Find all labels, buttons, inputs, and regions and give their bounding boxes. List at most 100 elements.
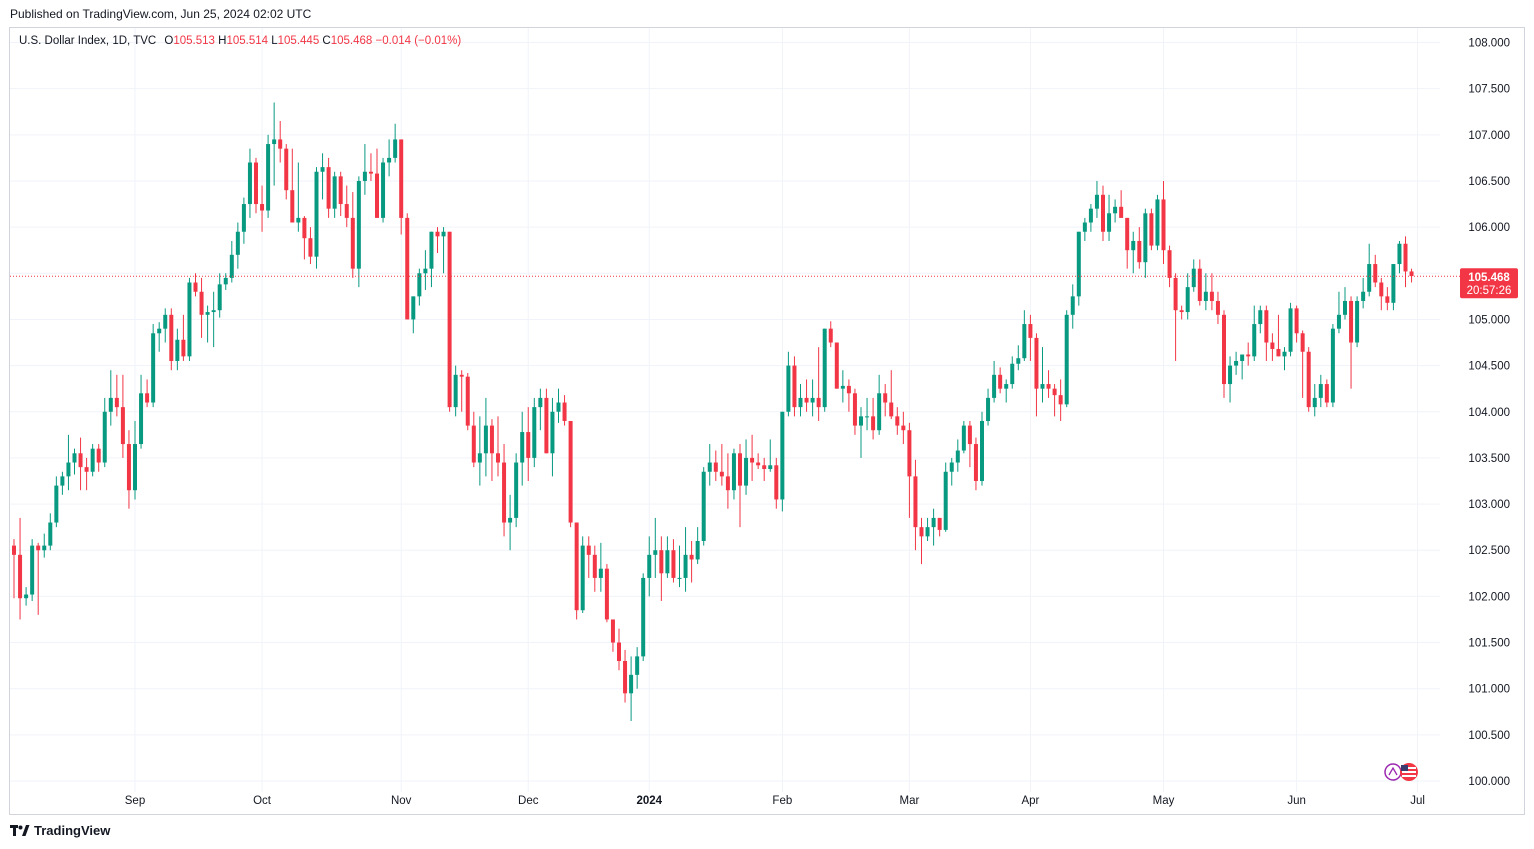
candle-body <box>24 594 29 599</box>
candle-body <box>689 554 694 560</box>
candle <box>846 379 851 412</box>
candle-body <box>175 339 180 361</box>
candle <box>1215 291 1220 325</box>
candle <box>792 356 797 417</box>
candle <box>247 148 252 218</box>
candle-body <box>1076 231 1081 297</box>
candle-body <box>719 471 724 477</box>
candle-body <box>961 425 966 451</box>
candle-body <box>1082 222 1087 232</box>
candle-body <box>1022 324 1027 359</box>
candle <box>496 416 500 477</box>
price-tag: 105.468 20:57:26 <box>1460 268 1518 299</box>
candle-body <box>90 448 95 472</box>
x-tick-label: May <box>1153 795 1175 807</box>
candle-body <box>568 420 573 523</box>
candle-body <box>1349 300 1354 343</box>
candle-body <box>919 527 924 537</box>
candle-body <box>617 642 621 661</box>
candle-body <box>937 517 942 530</box>
candle <box>665 536 670 578</box>
y-axis: 108.000107.500107.000106.500106.000105.5… <box>1468 38 1510 789</box>
candle <box>1349 296 1354 389</box>
candle <box>592 545 597 592</box>
x-tick-label: Nov <box>391 795 412 807</box>
x-tick-label: Jun <box>1287 795 1306 807</box>
candle <box>1082 217 1087 241</box>
candle <box>338 171 343 217</box>
candle <box>483 397 488 477</box>
candle-body <box>822 328 827 408</box>
candle <box>260 185 265 232</box>
candle-body <box>653 550 658 555</box>
candle <box>1058 379 1063 421</box>
candle <box>24 587 29 606</box>
candle-body <box>738 453 742 486</box>
candle <box>671 539 676 583</box>
candle-body <box>84 467 89 472</box>
candle <box>822 328 827 412</box>
candle <box>865 397 870 431</box>
candle <box>1397 240 1402 274</box>
candle <box>568 420 573 528</box>
candle-body <box>1367 264 1372 292</box>
candle-body <box>580 545 585 611</box>
tradingview-logo[interactable]: TradingView <box>10 823 110 838</box>
candle <box>429 231 434 288</box>
events-icon <box>1384 763 1402 781</box>
candle-body <box>1197 268 1202 301</box>
candle <box>266 134 271 218</box>
candle <box>1119 190 1124 218</box>
candle-body <box>1330 328 1335 403</box>
candle <box>520 411 525 486</box>
candle-body <box>532 407 537 458</box>
candle <box>1191 259 1196 292</box>
legend-close-value: 105.468 <box>330 35 373 47</box>
candle <box>326 157 331 218</box>
candle <box>610 619 615 652</box>
candle-body <box>362 171 367 181</box>
candle <box>96 444 101 472</box>
candle-body <box>1228 365 1233 385</box>
candle <box>1185 273 1190 320</box>
candle <box>967 420 972 468</box>
candle-body <box>895 416 900 426</box>
candle-body <box>998 374 1003 389</box>
y-tick-label: 102.500 <box>1468 545 1510 557</box>
candle <box>108 370 113 426</box>
candle-body <box>368 171 373 174</box>
candle <box>514 453 519 528</box>
x-tick-label: 2024 <box>636 795 662 807</box>
candle-body <box>955 450 960 463</box>
candle-body <box>411 296 416 320</box>
candle-body <box>60 476 65 486</box>
flag-icons[interactable] <box>1384 763 1418 781</box>
candle-body <box>1034 337 1039 389</box>
candle <box>1197 259 1202 306</box>
candle <box>36 542 41 615</box>
candle-body <box>489 425 494 454</box>
candle <box>1125 217 1130 269</box>
candle <box>713 450 718 481</box>
candle-body <box>1409 271 1414 277</box>
candle <box>1288 302 1293 357</box>
candle-body <box>102 411 107 463</box>
legend: U.S. Dollar Index, 1D, TVC O105.513 H105… <box>19 35 461 47</box>
candle <box>211 291 216 348</box>
candle <box>852 388 857 435</box>
candle-body <box>241 204 246 232</box>
candle <box>544 388 549 454</box>
candle <box>1076 231 1081 306</box>
candle-body <box>284 148 289 191</box>
candle <box>320 153 325 200</box>
candle-body <box>1300 333 1305 352</box>
candle <box>1355 296 1360 348</box>
candle <box>828 321 833 348</box>
candle <box>1155 194 1160 251</box>
candle <box>18 517 23 620</box>
candle-body <box>1258 310 1263 325</box>
candle <box>526 407 531 481</box>
candle-body <box>677 577 682 579</box>
candle-body <box>1234 360 1239 366</box>
